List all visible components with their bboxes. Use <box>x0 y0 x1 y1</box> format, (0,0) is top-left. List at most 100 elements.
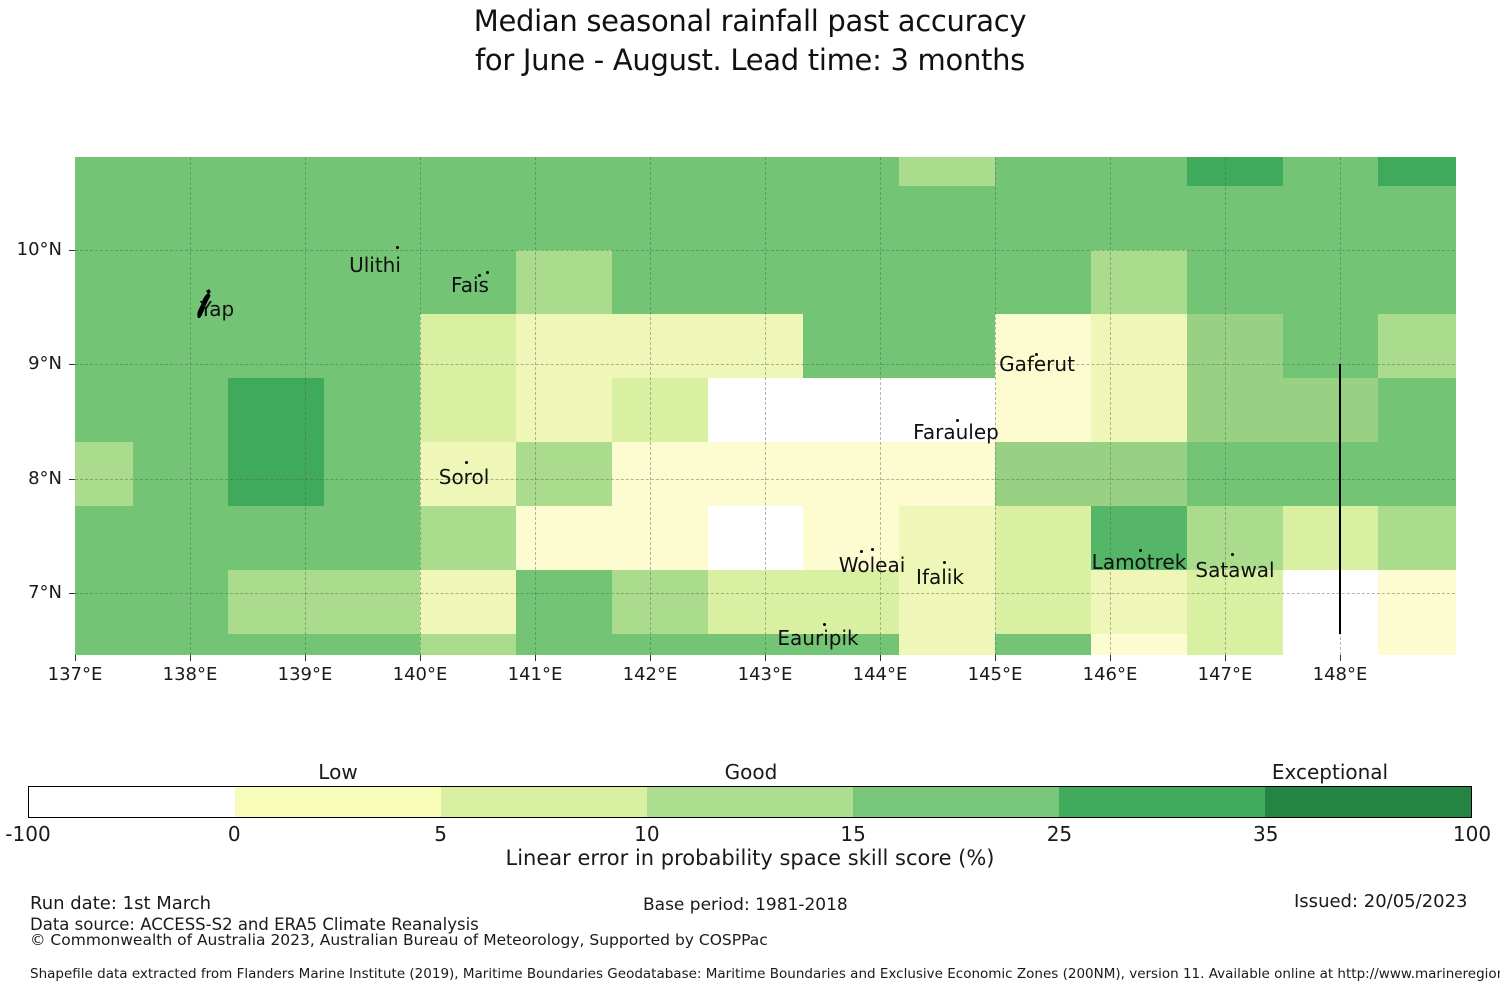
x-axis-tick-label: 147°E <box>1197 664 1253 685</box>
map-cell <box>803 250 900 315</box>
x-axis-tick-label: 146°E <box>1082 664 1138 685</box>
map-cell <box>132 314 229 379</box>
map-cell <box>75 185 134 251</box>
map-cell <box>611 314 709 379</box>
map-cell <box>1282 378 1379 443</box>
map-cell <box>1282 570 1379 635</box>
x-axis-tick <box>880 655 881 661</box>
y-axis-tick <box>69 250 75 251</box>
y-axis-tick <box>69 364 75 366</box>
x-axis-tick-label: 137°E <box>47 664 103 685</box>
map-cell <box>707 185 804 251</box>
map-cell <box>995 442 1092 507</box>
colorbar-tick-label: 5 <box>434 822 447 846</box>
island-marker-dot <box>485 270 489 274</box>
map-cell <box>1186 250 1284 315</box>
yap-island-shape <box>192 289 218 325</box>
x-axis-tick-label: 139°E <box>277 664 333 685</box>
map-cell <box>803 506 900 571</box>
island-label: Ifalik <box>916 565 964 589</box>
map-cell <box>1378 314 1456 379</box>
map-cell <box>515 570 613 635</box>
map-cell <box>1378 506 1456 571</box>
copyright-text: © Commonwealth of Australia 2023, Austra… <box>30 931 768 949</box>
map-cell <box>995 157 1092 187</box>
gridline-vertical <box>880 157 881 655</box>
map-cell <box>1090 506 1188 571</box>
map-cell <box>228 378 325 443</box>
map-cell <box>1090 570 1188 635</box>
chart-title-line1: Median seasonal rainfall past accuracy <box>473 4 1027 38</box>
x-axis-tick-label: 140°E <box>392 664 448 685</box>
map-cell <box>899 185 996 251</box>
map-cell <box>1378 442 1456 507</box>
base-period-text: Base period: 1981-2018 <box>643 895 848 915</box>
map-cell <box>1090 250 1188 315</box>
map-cell <box>611 506 709 571</box>
y-axis-tick <box>69 478 75 480</box>
y-axis-tick-label: 10°N <box>16 239 62 260</box>
x-axis-tick-label: 138°E <box>162 664 218 685</box>
colorbar-label-exceptional: Exceptional <box>1271 760 1389 784</box>
map-cell <box>707 378 804 443</box>
colorbar-axis-label: Linear error in probability space skill … <box>505 846 995 870</box>
island-label: Yap <box>199 297 235 321</box>
gridline-horizontal <box>75 478 1455 480</box>
map-cell <box>75 506 134 571</box>
map-cell <box>515 378 613 443</box>
gridline-vertical <box>995 157 996 655</box>
island-label: Faraulep <box>913 420 999 444</box>
map-cell <box>1090 634 1188 656</box>
colorbar-tick-label: 10 <box>634 822 660 846</box>
map-cell <box>515 157 613 187</box>
map-cell <box>420 634 517 656</box>
map-cell <box>803 570 900 635</box>
map-cell <box>515 506 613 571</box>
map-cell <box>228 314 325 379</box>
x-axis-tick <box>75 655 76 661</box>
map-cell <box>515 634 613 656</box>
map-cell <box>324 250 421 315</box>
map-cell <box>420 378 517 443</box>
map-cell <box>899 157 996 187</box>
y-axis-tick-label: 8°N <box>28 467 62 489</box>
x-axis-tick <box>650 655 651 661</box>
x-axis-tick-label: 145°E <box>967 664 1023 685</box>
island-marker-dot <box>477 273 481 277</box>
map-cell <box>1378 250 1456 315</box>
map-cell <box>899 506 996 571</box>
colorbar-segment <box>235 787 441 817</box>
map-cell <box>228 634 325 656</box>
eez-boundary-line <box>1339 364 1341 635</box>
map-cell <box>707 506 804 571</box>
colorbar-tick-label: 35 <box>1252 822 1279 846</box>
map-cell <box>899 378 996 443</box>
map-cell <box>899 634 996 656</box>
map-cell <box>75 314 134 379</box>
colorbar-segment <box>1059 787 1265 817</box>
colorbar-segment <box>441 787 647 817</box>
island-label: Eauripik <box>777 626 859 650</box>
map-cell <box>611 378 709 443</box>
island-label: Sorol <box>438 465 490 489</box>
island-label: Gaferut <box>999 352 1075 376</box>
map-cell <box>995 506 1092 571</box>
map-cell <box>1186 185 1284 251</box>
map-cell <box>132 378 229 443</box>
island-marker-dot <box>870 547 874 551</box>
colorbar <box>28 786 1472 818</box>
island-marker-dot <box>464 460 468 464</box>
map-cell <box>611 157 709 187</box>
x-axis-tick-label: 142°E <box>622 664 678 685</box>
map-cell <box>1186 314 1284 379</box>
map-cell <box>803 378 900 443</box>
map-cell <box>803 185 900 251</box>
map-cell <box>132 250 229 315</box>
colorbar-tick-label: 0 <box>227 822 241 846</box>
x-axis-tick <box>535 655 536 661</box>
gridline-vertical <box>1225 157 1226 655</box>
island-marker-dot <box>859 549 863 553</box>
island-marker-dot <box>822 622 826 626</box>
map-cell <box>1186 157 1284 187</box>
